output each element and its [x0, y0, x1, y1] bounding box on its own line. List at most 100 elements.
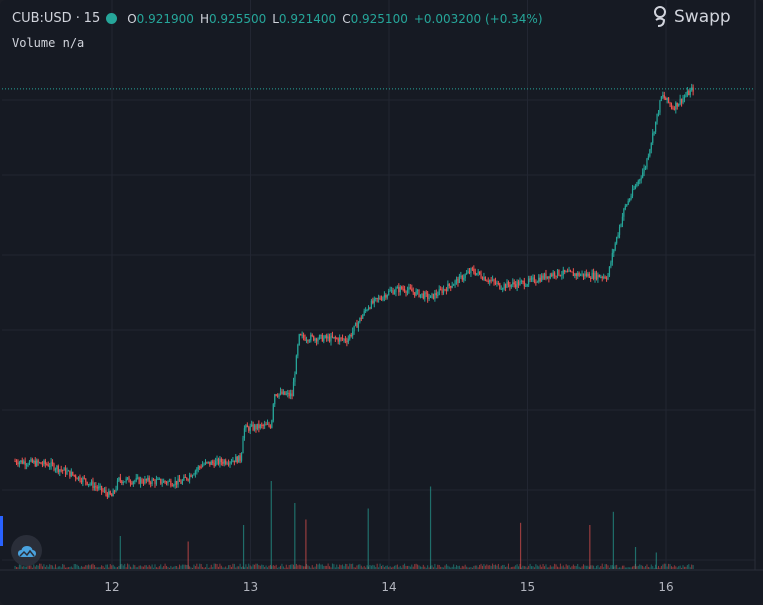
volume-bar	[239, 563, 241, 569]
volume-bar	[304, 566, 306, 569]
candle	[555, 275, 557, 280]
candle	[145, 478, 147, 484]
volume-bar	[347, 566, 349, 569]
candle	[118, 476, 120, 482]
volume-bar	[444, 565, 446, 569]
candle	[574, 272, 576, 279]
candle	[519, 277, 521, 286]
candle	[93, 482, 95, 491]
volume-bar	[135, 567, 137, 569]
volume-bar	[692, 564, 694, 569]
candle	[515, 281, 517, 290]
candle	[183, 474, 185, 482]
candle	[30, 457, 32, 463]
volume-label: Volume	[12, 36, 56, 50]
candle	[79, 474, 81, 483]
candle	[194, 469, 196, 478]
volume-bar	[232, 563, 234, 569]
volume-bar	[502, 564, 504, 569]
candle	[54, 467, 57, 473]
candle	[21, 457, 23, 465]
candle	[484, 276, 486, 282]
volume-bar	[181, 564, 183, 569]
volume-bar	[655, 564, 657, 569]
volume-bar	[572, 564, 574, 569]
candle	[51, 459, 54, 467]
candle	[463, 274, 465, 283]
candle	[683, 94, 686, 103]
brand-logo[interactable]: Swapp	[652, 5, 731, 29]
candle	[357, 320, 360, 332]
interval-label[interactable]: 15	[83, 11, 101, 26]
candle	[520, 279, 523, 285]
volume-bar	[60, 567, 62, 569]
volume-bar	[630, 567, 632, 569]
candle	[672, 105, 674, 110]
candle	[271, 419, 273, 429]
change-value: +0.003200 (+0.34%)	[413, 11, 543, 26]
chart-settings-button[interactable]	[11, 535, 42, 566]
volume-bar	[190, 567, 192, 569]
volume-bar	[597, 565, 599, 569]
candle	[502, 287, 504, 293]
volume-bar	[608, 567, 610, 569]
candle	[476, 273, 478, 276]
volume-bar	[395, 565, 397, 569]
candle	[41, 461, 44, 468]
volume-bar	[141, 566, 143, 569]
volume-bar	[591, 565, 593, 569]
volume-bar	[421, 566, 423, 569]
candle	[588, 271, 590, 278]
volume-bar	[669, 564, 671, 569]
volume-bar	[365, 567, 367, 569]
candle	[38, 461, 41, 464]
volume-bar	[173, 566, 175, 569]
candle	[240, 452, 243, 463]
volume-legend[interactable]: Volume n/a	[12, 36, 84, 50]
volume-bar	[513, 566, 515, 569]
volume-bar	[431, 565, 433, 569]
candle	[320, 334, 322, 339]
candle	[282, 389, 284, 396]
volume-bar	[33, 564, 35, 569]
candle	[503, 282, 505, 291]
volume-bar	[99, 567, 101, 569]
volume-bar	[546, 567, 548, 569]
volume-bar	[418, 565, 420, 569]
candle	[562, 266, 564, 279]
candle	[177, 475, 179, 488]
volume-bar	[558, 567, 560, 569]
volume-bar	[228, 565, 230, 569]
volume-bar	[327, 563, 329, 569]
candle	[510, 284, 512, 289]
volume-bar	[105, 564, 107, 569]
candle	[37, 458, 39, 466]
time-axis[interactable]: 12 13 14 15 16	[104, 580, 673, 594]
volume-bar	[376, 563, 378, 569]
candle	[202, 461, 204, 468]
volume-bar	[477, 567, 479, 569]
candle	[532, 274, 534, 283]
symbol-legend[interactable]: CUB:USD · 15 O0.921900 H0.925500 L0.9214…	[12, 11, 549, 26]
volume-bar	[343, 566, 345, 569]
candle	[538, 274, 540, 284]
candle	[307, 339, 309, 344]
volume-bar	[657, 565, 659, 569]
volume-bar	[516, 564, 518, 569]
candle	[269, 424, 272, 429]
candle	[47, 461, 49, 467]
candle	[259, 423, 261, 430]
volume-bar	[88, 564, 90, 569]
candle	[245, 424, 247, 432]
volume-bar	[321, 564, 323, 569]
candle	[571, 271, 573, 273]
volume-bar	[659, 567, 661, 569]
candle	[399, 285, 401, 296]
symbol-name[interactable]: CUB:USD	[12, 11, 72, 26]
candle	[386, 294, 388, 300]
volume-spike	[367, 508, 369, 569]
candle	[82, 476, 84, 487]
candle	[151, 477, 153, 487]
